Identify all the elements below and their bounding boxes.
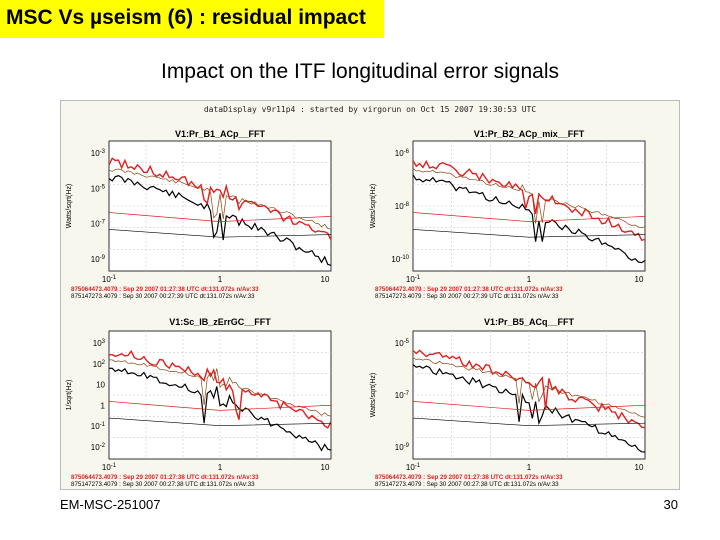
model-line-red (108, 401, 332, 411)
trace-reference (412, 357, 646, 418)
legend-entry-red: 875064473.4079 : Sep 29 2007 01:27:38 UT… (71, 474, 259, 481)
x-tick-label: 1 (527, 463, 532, 472)
chart-panel-2: V1:Pr_B2_ACp_mix__FFT Watts/sqrt(Hz) 10-6 1… (370, 129, 646, 300)
x-tick-label: 10 (635, 275, 644, 284)
y-tick-label: 10-7 (91, 220, 106, 229)
chart-title: V1:Sc_IB_zErrGC__FFT (169, 317, 271, 327)
slide-subtitle: Impact on the ITF longitudinal error sig… (160, 60, 560, 83)
model-line-red (412, 401, 646, 411)
chart-title: V1:Pr_B2_ACp_mix__FFT (474, 129, 585, 139)
plots-canvas: V1:Pr_B1_ACp__FFT Watts/sqrt(Hz) 10-3 10-5 1… (66, 129, 646, 488)
footer-code: EM-MSC-251007 (60, 497, 161, 512)
trace-black (108, 367, 332, 452)
trace-red (412, 159, 646, 241)
legend-entry-red: 875064473.4079 : Sep 29 2007 01:27:38 UT… (375, 286, 563, 293)
y-axis-label: Watts/sqrt(Hz) (370, 184, 377, 228)
trace-red (108, 157, 332, 241)
chart-panel-4: V1:Pr_B5_ACq__FFT Watts/sqrt(Hz) 10-5 10-7 1… (370, 317, 646, 488)
y-tick-label: 102 (93, 360, 106, 369)
spectra-figure: dataDisplay v9r11p4 : started by virgoru… (60, 100, 680, 490)
x-tick-label: 10-1 (406, 275, 421, 284)
x-tick-label: 10-1 (102, 463, 117, 472)
legend-entry-black: 875147273.4079 : Sep 30 2007 00:27:39 UT… (71, 293, 255, 300)
trace-black (108, 175, 332, 266)
y-tick-label: 10 (96, 381, 105, 390)
trace-black (412, 364, 646, 453)
x-tick-label: 1 (218, 463, 223, 472)
figure-header: dataDisplay v9r11p4 : started by virgoru… (203, 105, 537, 114)
trace-reference (109, 359, 332, 417)
model-line-red (412, 212, 646, 222)
chart-panel-3: V1:Sc_IB_zErrGC__FFT1/sqrt(Hz)1031021011… (66, 317, 332, 488)
y-axis-label: Watts/sqrt(Hz) (370, 373, 377, 417)
legend-entry-red: 875064473.4079 : Sep 29 2007 01:27:38 UT… (71, 286, 259, 293)
chart-panel-1: V1:Pr_B1_ACp__FFT Watts/sqrt(Hz) 10-3 10-5 1… (66, 129, 332, 300)
chart-title: V1:Pr_B1_ACp__FFT (175, 129, 266, 139)
y-tick-label: 10-7 (395, 391, 410, 400)
x-tick-label: 10-1 (406, 463, 421, 472)
legend-entry-black: 875147273.4079 : Sep 30 2007 00:27:38 UT… (71, 481, 255, 488)
y-tick-label: 10-3 (91, 149, 106, 158)
y-tick-label: 10-5 (395, 339, 410, 348)
trace-reference (108, 168, 332, 230)
legend-entry-black: 875147273.4079 : Sep 30 2007 00:27:39 UT… (375, 293, 559, 300)
trace-red (108, 349, 332, 429)
y-tick-label: 10-9 (395, 443, 410, 452)
model-line-black (108, 229, 332, 238)
legend-entry-black: 875147273.4079 : Sep 30 2007 00:27:38 UT… (375, 481, 559, 488)
model-line-black (412, 229, 646, 238)
y-tick-label: 10-1 (91, 422, 106, 431)
trace-black (412, 174, 646, 264)
y-tick-label: 10-2 (91, 443, 106, 452)
y-tick-label: 10-8 (395, 202, 410, 211)
x-tick-label: 1 (527, 275, 532, 284)
trace-reference (412, 168, 646, 228)
x-tick-label: 10 (635, 463, 644, 472)
x-tick-label: 10 (321, 275, 330, 284)
y-tick-label: 10-10 (391, 255, 409, 264)
legend-entry-red: 875064473.4079 : Sep 29 2007 01:27:38 UT… (375, 474, 563, 481)
trace-red (412, 349, 646, 429)
y-tick-label: 10-5 (91, 184, 106, 193)
y-tick-label: 103 (93, 339, 106, 348)
y-axis-label: 1/sqrt(Hz) (66, 380, 73, 411)
y-tick-label: 1 (101, 401, 106, 410)
x-tick-label: 10-1 (102, 275, 117, 284)
model-line-black (108, 417, 332, 427)
model-line-black (412, 417, 646, 427)
page-number: 30 (663, 497, 678, 512)
y-axis-label: Watts/sqrt(Hz) (66, 184, 73, 228)
x-tick-label: 1 (218, 275, 223, 284)
x-tick-label: 10 (321, 463, 330, 472)
chart-title: V1:Pr_B5_ACq__FFT (484, 317, 575, 327)
title-highlight (0, 0, 384, 38)
y-tick-label: 10-9 (91, 255, 106, 264)
y-tick-label: 10-6 (395, 149, 410, 158)
slide-title: MSC Vs µseism (6) : residual impact (6, 6, 366, 29)
model-line-red (108, 212, 332, 222)
